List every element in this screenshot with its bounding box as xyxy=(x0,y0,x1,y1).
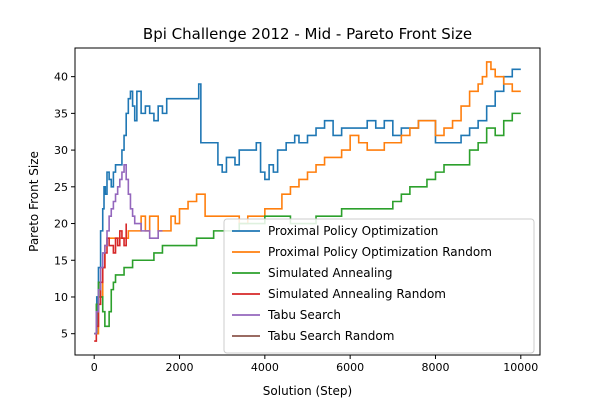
y-tick-label: 25 xyxy=(54,181,68,194)
y-axis: 5 10 15 20 25 30 35 40 xyxy=(54,71,75,341)
x-tick-label: 10000 xyxy=(503,361,538,374)
series-line-3 xyxy=(94,223,127,342)
y-tick-label: 10 xyxy=(54,291,68,304)
legend-label: Tabu Search xyxy=(267,308,341,322)
legend-box xyxy=(223,218,535,354)
y-tick-label: 15 xyxy=(54,254,68,267)
legend: Proximal Policy Optimization Proximal Pol… xyxy=(223,218,535,354)
x-axis-label: Solution (Step) xyxy=(263,384,352,398)
x-tick-label: 6000 xyxy=(336,361,364,374)
x-tick-label: 4000 xyxy=(251,361,279,374)
legend-label: Simulated Annealing xyxy=(268,266,393,280)
x-tick-label: 2000 xyxy=(166,361,194,374)
chart-title: Bpi Challenge 2012 - Mid - Pareto Front … xyxy=(143,25,472,43)
x-tick-label: 0 xyxy=(91,361,98,374)
y-tick-label: 40 xyxy=(54,71,68,84)
x-axis: 0 2000 4000 6000 8000 10000 xyxy=(91,355,538,374)
series-line-1 xyxy=(94,61,521,335)
series-line-4 xyxy=(94,163,163,335)
y-axis-label: Pareto Front Size xyxy=(27,151,41,252)
legend-label: Proximal Policy Optimization xyxy=(268,224,438,238)
x-tick-label: 8000 xyxy=(421,361,449,374)
legend-label: Proximal Policy Optimization Random xyxy=(268,245,492,259)
y-tick-label: 35 xyxy=(54,107,68,120)
y-tick-label: 30 xyxy=(54,144,68,157)
plot-frame xyxy=(74,47,541,356)
y-tick-label: 5 xyxy=(61,328,68,341)
series-line-0 xyxy=(94,68,521,335)
y-tick-label: 20 xyxy=(54,218,68,231)
legend-label: Tabu Search Random xyxy=(267,329,394,343)
legend-label: Simulated Annealing Random xyxy=(268,287,446,301)
